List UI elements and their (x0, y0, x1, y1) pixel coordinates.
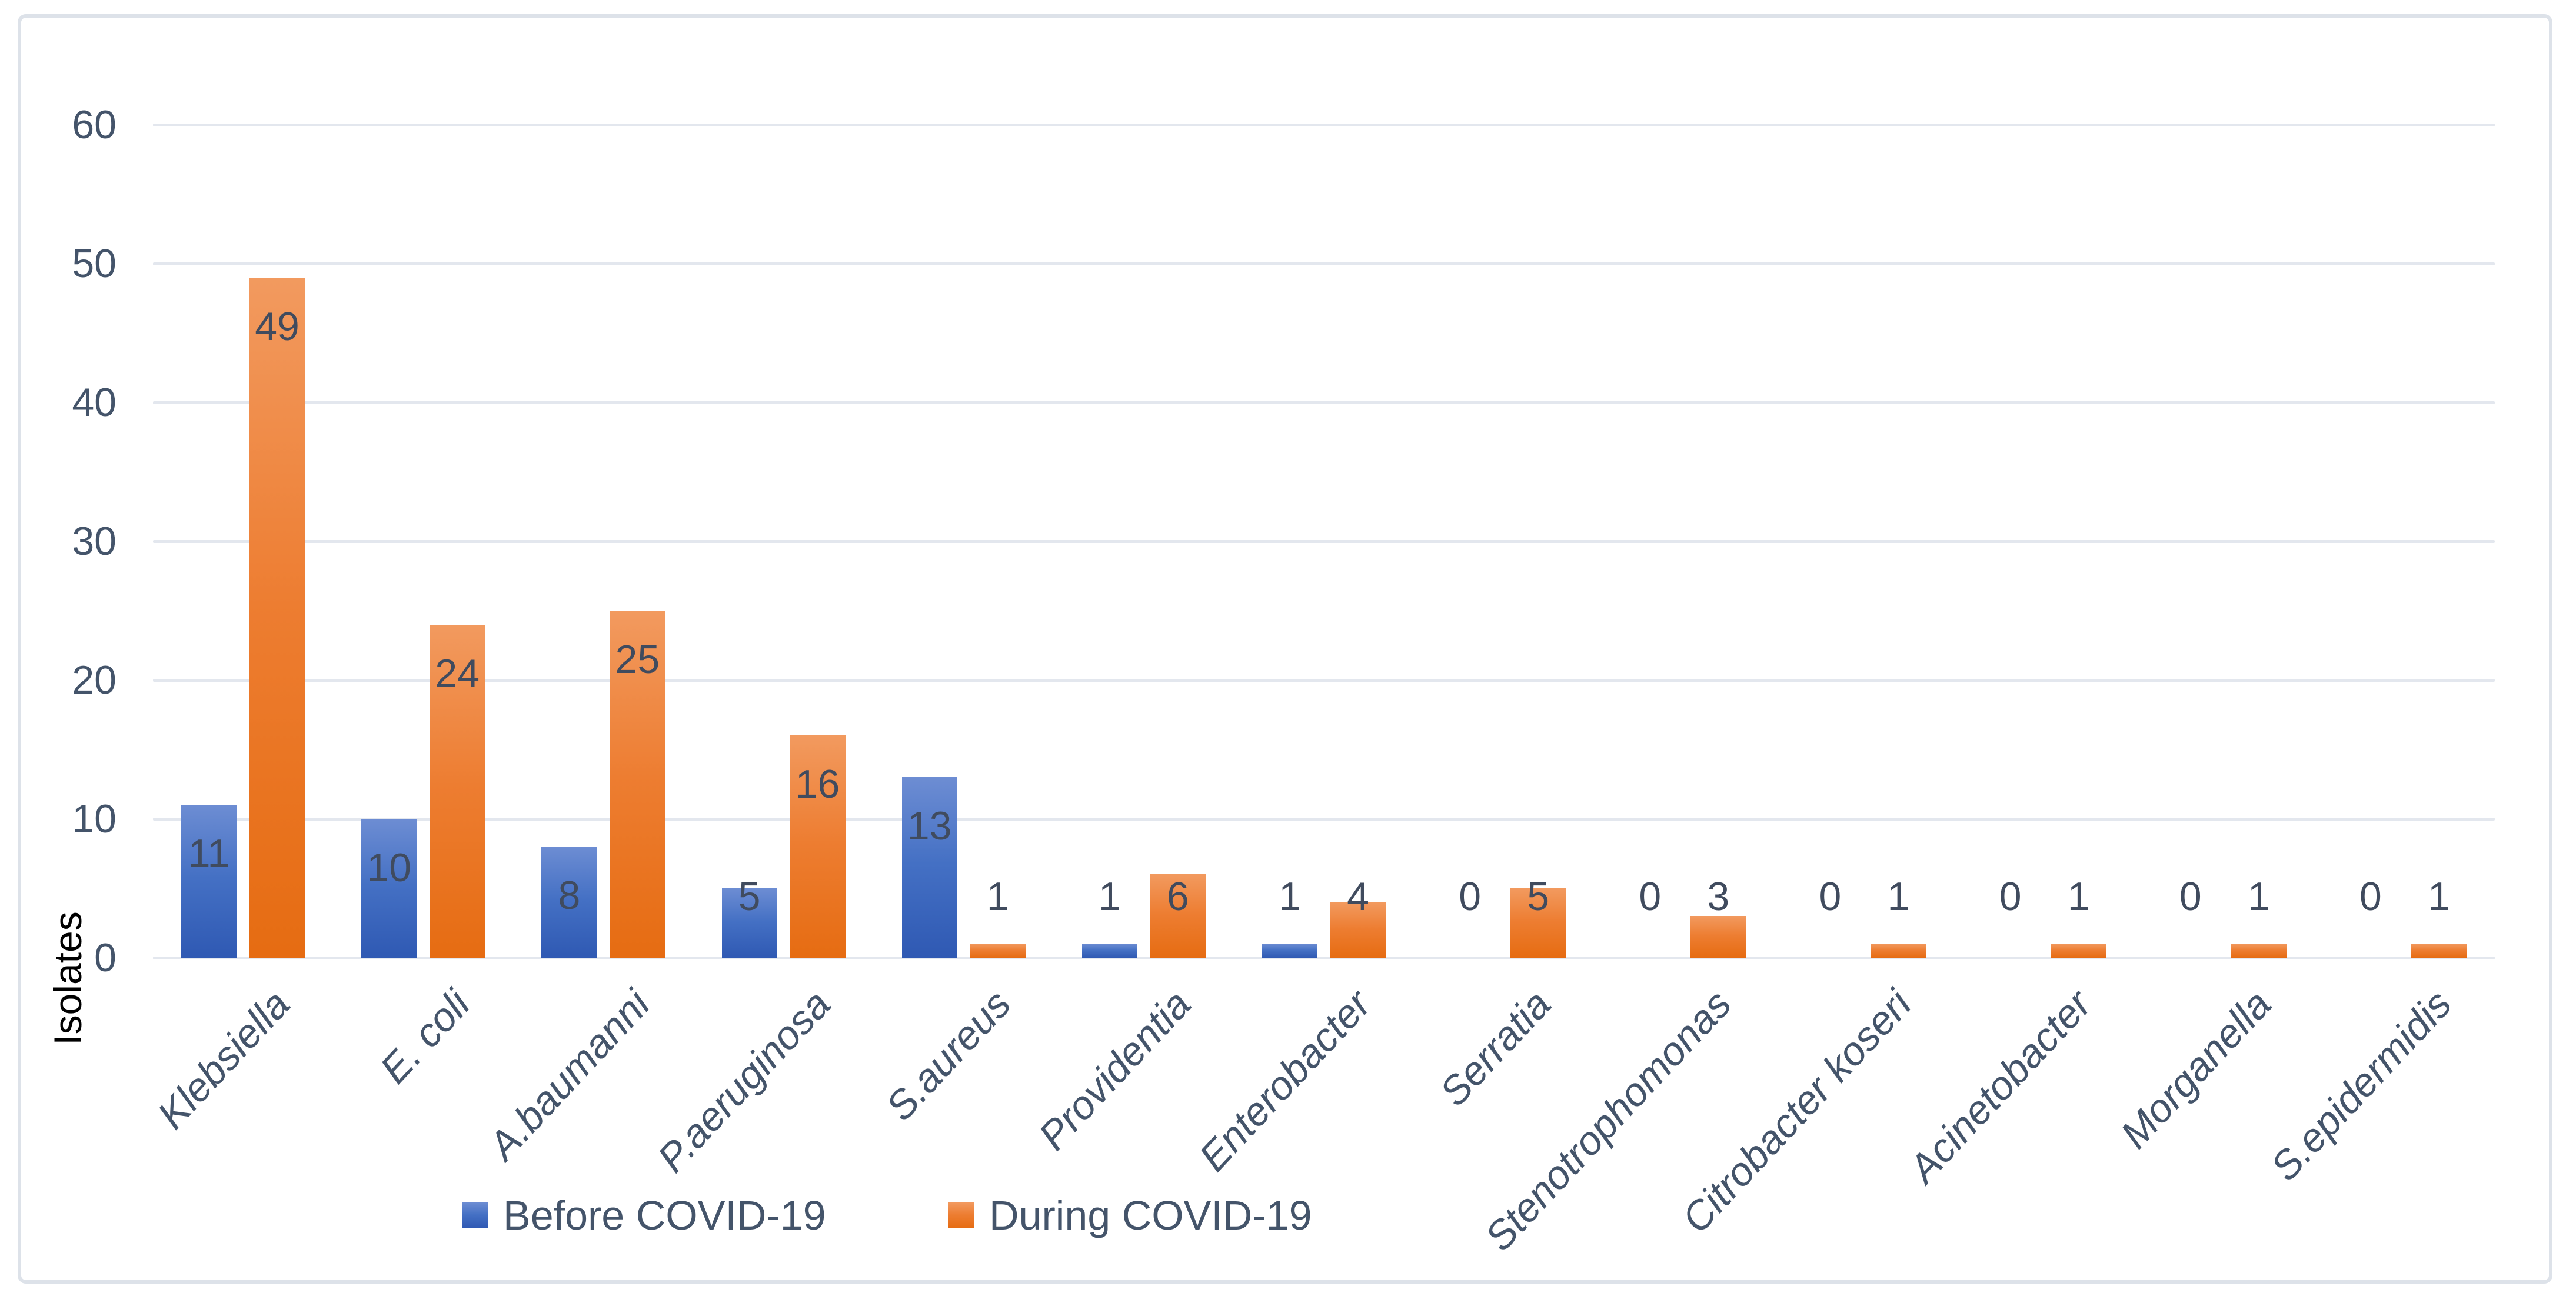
data-label-before-covid-19-e-coli: 10 (367, 845, 412, 890)
legend-swatch-during-covid-19 (948, 1202, 974, 1228)
bar-during-covid-19-s-epidermidis (2411, 944, 2467, 958)
gridline-y-30 (153, 539, 2495, 543)
bar-during-covid-19-s-aureus (970, 944, 1026, 958)
bar-before-covid-19-a-baumanni (541, 847, 597, 958)
bar-before-covid-19-klebsiella (181, 805, 237, 958)
bar-during-covid-19-morganella (2231, 944, 2287, 958)
data-label-during-covid-19-enterobacter: 4 (1347, 874, 1369, 919)
data-label-before-covid-19-p-aeruginosa: 5 (738, 874, 761, 919)
plot-area: 11 10 8 5 13 1 1 0 0 0 0 0 0 49 24 25 16 1 6 4 5 3 1 1 1 1 (153, 123, 2495, 959)
bar-during-covid-19-citrobacter-koseri (1871, 944, 1926, 958)
data-label-before-covid-19-a-baumanni: 8 (558, 873, 581, 918)
data-label-during-covid-19-s-aureus: 1 (986, 874, 1009, 919)
bar-during-covid-19-klebsiella (249, 277, 305, 958)
data-label-before-covid-19-serratia: 0 (1459, 874, 1482, 919)
gridline-y-20 (153, 678, 2495, 682)
gridline-y-10 (153, 817, 2495, 821)
gridline-y-50 (153, 262, 2495, 265)
data-label-before-covid-19-enterobacter: 1 (1279, 874, 1301, 919)
y-tick-label-20: 20 (72, 658, 117, 702)
legend-item-during-covid-19: During COVID-19 (948, 1194, 1312, 1237)
data-label-during-covid-19-acinetobacter: 1 (2067, 874, 2090, 919)
bar-before-covid-19-p-aeruginosa (721, 888, 777, 958)
y-tick-label-50: 50 (72, 241, 117, 286)
y-tick-label-60: 60 (72, 102, 117, 147)
data-label-during-covid-19-p-aeruginosa: 16 (795, 762, 840, 807)
bar-during-covid-19-e-coli (430, 624, 485, 958)
data-label-before-covid-19-acinetobacter: 0 (1999, 874, 2022, 919)
bar-before-covid-19-s-aureus (901, 777, 957, 958)
data-label-during-covid-19-citrobacter-koseri: 1 (1887, 874, 1910, 919)
y-tick-label-40: 40 (72, 380, 117, 425)
bar-before-covid-19-e-coli (361, 819, 417, 958)
gridline-y-0 (153, 956, 2495, 959)
bar-during-covid-19-stenotrophomonas (1690, 916, 1746, 958)
legend-label-before-covid-19: Before COVID-19 (503, 1192, 826, 1238)
data-label-during-covid-19-a-baumanni: 25 (615, 637, 660, 682)
data-label-before-covid-19-s-epidermidis: 0 (2359, 874, 2382, 919)
legend-label-during-covid-19: During COVID-19 (989, 1192, 1312, 1238)
data-label-before-covid-19-s-aureus: 13 (907, 804, 952, 849)
bar-before-covid-19-enterobacter (1262, 944, 1317, 958)
bar-during-covid-19-serratia (1510, 888, 1566, 958)
data-label-during-covid-19-e-coli: 24 (435, 651, 480, 696)
legend-swatch-before-covid-19 (462, 1202, 488, 1228)
gridline-y-60 (153, 123, 2495, 126)
bar-during-covid-19-p-aeruginosa (790, 735, 846, 958)
data-label-during-covid-19-s-epidermidis: 1 (2428, 874, 2450, 919)
y-tick-label-10: 10 (72, 797, 117, 841)
bar-during-covid-19-providentia (1150, 874, 1206, 958)
data-label-during-covid-19-serratia: 5 (1527, 874, 1550, 919)
legend-item-before-covid-19: Before COVID-19 (462, 1194, 826, 1237)
y-tick-label-30: 30 (72, 519, 117, 564)
bar-before-covid-19-providentia (1081, 944, 1137, 958)
bar-during-covid-19-enterobacter (1330, 902, 1386, 958)
y-axis-title: Isolates (46, 911, 89, 1045)
data-label-before-covid-19-morganella: 0 (2179, 874, 2202, 919)
data-label-during-covid-19-morganella: 1 (2247, 874, 2270, 919)
bar-during-covid-19-a-baumanni (610, 611, 665, 958)
gridline-y-40 (153, 401, 2495, 404)
bar-during-covid-19-acinetobacter (2051, 944, 2106, 958)
data-label-during-covid-19-stenotrophomonas: 3 (1707, 874, 1730, 919)
data-label-before-covid-19-providentia: 1 (1098, 874, 1121, 919)
data-label-before-covid-19-citrobacter-koseri: 0 (1819, 874, 1842, 919)
y-tick-label-0: 0 (94, 935, 117, 980)
data-label-during-covid-19-klebsiella: 49 (255, 304, 299, 349)
data-label-before-covid-19-stenotrophomonas: 0 (1639, 874, 1662, 919)
data-label-before-covid-19-klebsiella: 11 (188, 831, 230, 877)
data-label-during-covid-19-providentia: 6 (1166, 874, 1189, 919)
